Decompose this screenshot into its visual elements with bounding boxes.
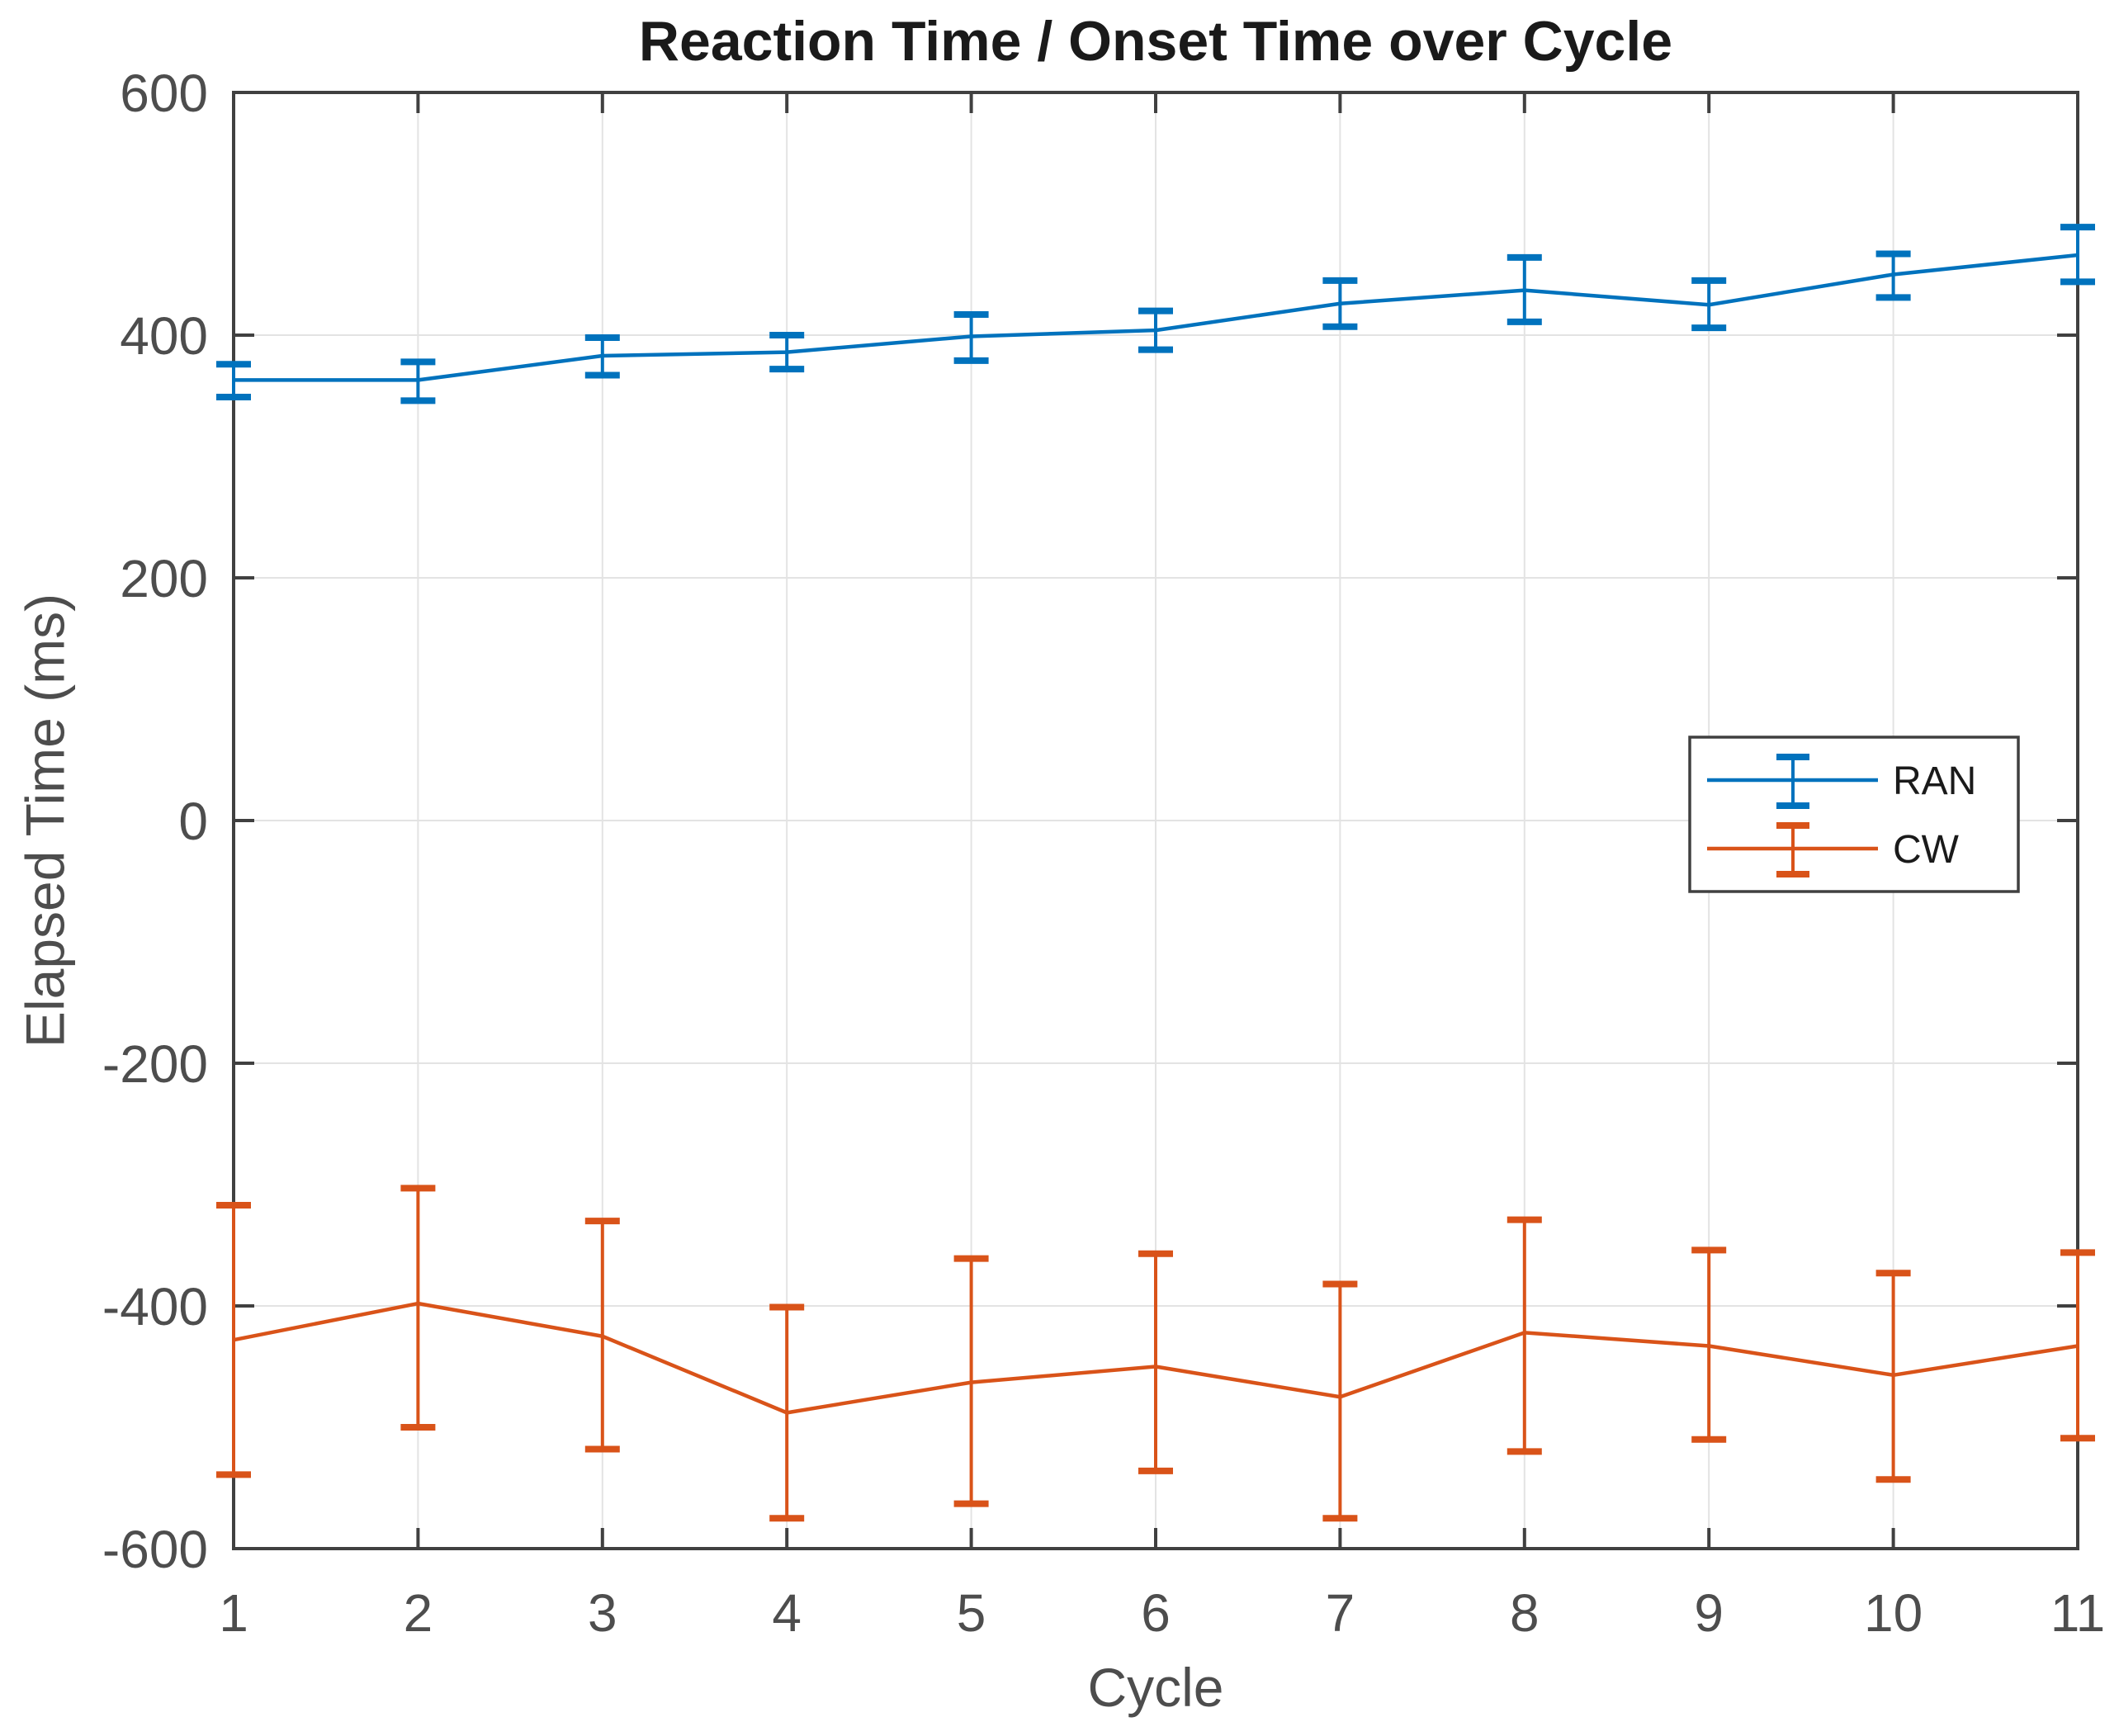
chart-title: Reaction Time / Onset Time over Cycle bbox=[638, 10, 1673, 73]
legend-label-CW: CW bbox=[1893, 828, 1960, 872]
y-tick-label--600: -600 bbox=[102, 1520, 208, 1579]
y-tick-label-600: 600 bbox=[120, 64, 208, 123]
x-tick-label-1: 1 bbox=[219, 1583, 248, 1643]
x-tick-label-5: 5 bbox=[957, 1583, 986, 1643]
x-tick-label-6: 6 bbox=[1141, 1583, 1171, 1643]
y-tick-label-200: 200 bbox=[120, 549, 208, 608]
y-axis-label: Elapsed Time (ms) bbox=[14, 593, 76, 1048]
x-tick-label-7: 7 bbox=[1326, 1583, 1355, 1643]
series-line-RAN bbox=[234, 253, 2079, 382]
series-line-CW bbox=[233, 1301, 2079, 1415]
x-tick-label-9: 9 bbox=[1694, 1583, 1724, 1643]
x-tick-label-8: 8 bbox=[1510, 1583, 1540, 1643]
x-axis-label: Cycle bbox=[1087, 1657, 1224, 1718]
x-tick-label-10: 10 bbox=[1864, 1583, 1923, 1643]
x-tick-label-11: 11 bbox=[2050, 1583, 2105, 1643]
x-tick-label-3: 3 bbox=[588, 1583, 617, 1643]
x-tick-label-4: 4 bbox=[772, 1583, 802, 1643]
legend-label-RAN: RAN bbox=[1893, 759, 1976, 803]
y-tick-label-0: 0 bbox=[178, 792, 208, 851]
y-tick-label--400: -400 bbox=[102, 1277, 208, 1336]
x-tick-label-2: 2 bbox=[404, 1583, 433, 1643]
legend-box bbox=[1688, 736, 2020, 893]
y-tick-label--200: -200 bbox=[102, 1034, 208, 1094]
y-tick-label-400: 400 bbox=[120, 306, 208, 366]
